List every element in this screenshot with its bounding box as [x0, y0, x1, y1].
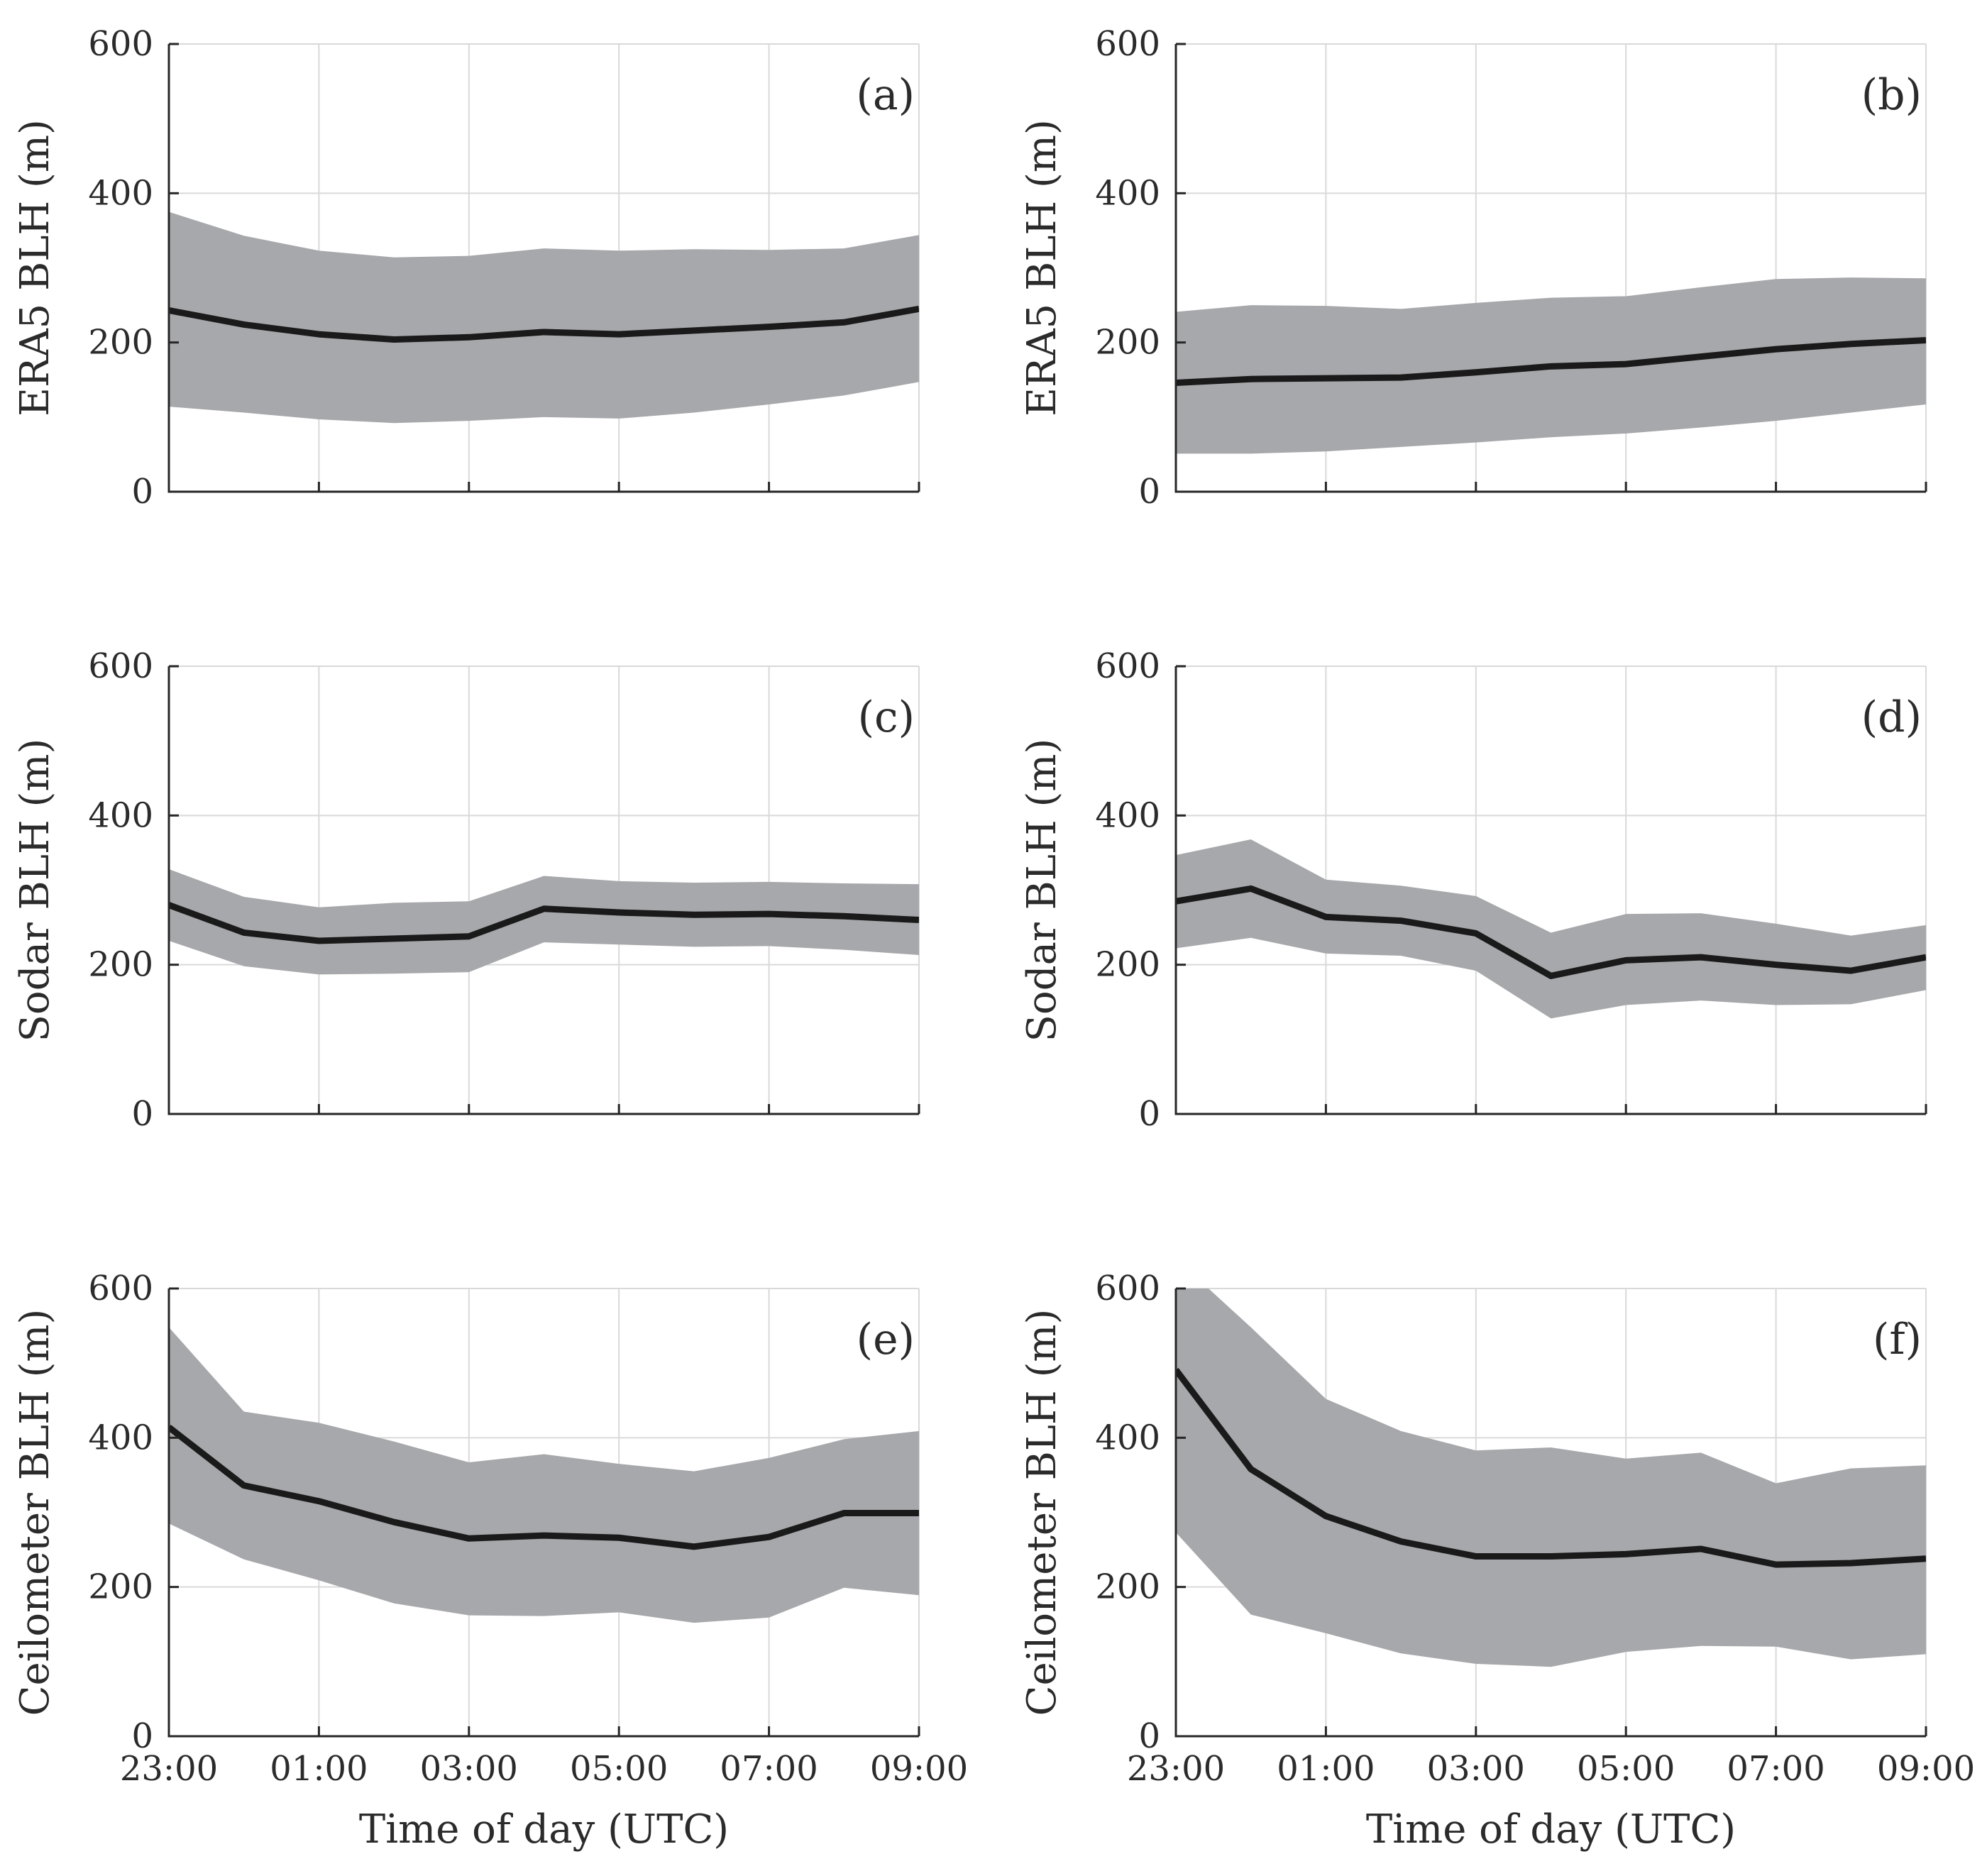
y-axis-label: ERA5 BLH (m)	[1019, 119, 1065, 416]
panel-label: (f)	[1873, 1315, 1922, 1364]
x-axis-label: Time of day (UTC)	[1366, 1806, 1736, 1853]
mean-line	[169, 305, 919, 343]
x-tick-label: 07:00	[720, 1749, 818, 1789]
y-tick-label: 200	[88, 323, 153, 363]
y-tick-label: 200	[88, 1567, 153, 1607]
spread-band	[169, 869, 919, 975]
y-tick-label: 400	[88, 1418, 153, 1457]
x-tick-label: 23:00	[120, 1749, 218, 1789]
y-tick-label: 400	[1095, 1418, 1160, 1457]
y-tick-label: 600	[1095, 1269, 1160, 1308]
spread-band	[169, 211, 919, 424]
y-tick-label: 200	[1095, 323, 1160, 363]
panel-a: 0 200 400 600 ERA5 BLH (m) (a)	[12, 24, 920, 512]
y-tick-label: 200	[1095, 945, 1160, 985]
y-axis-label: ERA5 BLH (m)	[12, 119, 58, 416]
x-tick-label: 03:00	[420, 1749, 518, 1789]
y-tick-label: 600	[1095, 646, 1160, 686]
y-tick-label: 200	[88, 945, 153, 985]
y-tick-label: 0	[1138, 1094, 1160, 1134]
panel-label: (e)	[857, 1315, 915, 1364]
y-tick-label: 400	[1095, 795, 1160, 835]
y-tick-label: 0	[131, 1716, 153, 1756]
mean-line	[169, 1425, 919, 1550]
y-tick-label: 600	[88, 24, 153, 64]
x-tick-label: 03:00	[1427, 1749, 1525, 1789]
panel-label: (d)	[1861, 693, 1922, 742]
x-tick-label: 05:00	[570, 1749, 668, 1789]
mean-line	[1176, 1367, 1926, 1568]
x-tick-label: 05:00	[1577, 1749, 1675, 1789]
y-tick-label: 0	[1138, 1716, 1160, 1756]
panel-b: 0 200 400 600 ERA5 BLH (m) (b)	[1019, 24, 1927, 512]
spread-band	[169, 1327, 919, 1623]
y-tick-label: 0	[131, 1094, 153, 1134]
panel-label: (c)	[858, 693, 915, 742]
y-tick-label: 400	[88, 795, 153, 835]
x-tick-label: 01:00	[270, 1749, 368, 1789]
panel-label: (b)	[1861, 70, 1922, 120]
y-tick-label: 600	[1095, 24, 1160, 64]
y-tick-label: 400	[1095, 173, 1160, 213]
x-tick-label: 01:00	[1277, 1749, 1375, 1789]
mean-line	[1176, 337, 1926, 386]
x-axis-label: Time of day (UTC)	[359, 1806, 729, 1853]
mean-line	[169, 902, 919, 944]
y-tick-label: 0	[131, 472, 153, 512]
spread-band	[1176, 839, 1926, 1019]
panel-d: 0 200 400 600 Sodar BLH (m) (d)	[1019, 646, 1927, 1134]
x-tick-label: 23:00	[1127, 1749, 1225, 1789]
panel-f: 0 200 400 600 23:00 01:00 03:00 05:00 07:00 09:00…	[1019, 1269, 1975, 1853]
y-tick-label: 200	[1095, 1567, 1160, 1607]
y-axis-label: Ceilometer BLH (m)	[12, 1309, 58, 1716]
panel-c: 0 200 400 600 Sodar BLH (m) (c)	[12, 646, 920, 1134]
x-tick-label: 09:00	[870, 1749, 968, 1789]
x-tick-label: 07:00	[1727, 1749, 1824, 1789]
y-axis-label: Sodar BLH (m)	[1019, 739, 1065, 1042]
panel-label: (a)	[856, 70, 915, 120]
mean-line	[1176, 885, 1926, 979]
y-axis-label: Sodar BLH (m)	[12, 739, 58, 1042]
spread-band	[1176, 1289, 1926, 1667]
y-tick-label: 400	[88, 173, 153, 213]
y-tick-label: 600	[88, 646, 153, 686]
y-tick-label: 0	[1138, 472, 1160, 512]
x-tick-label: 09:00	[1877, 1749, 1975, 1789]
y-axis-label: Ceilometer BLH (m)	[1019, 1309, 1065, 1716]
y-tick-label: 600	[88, 1269, 153, 1308]
panel-e: 0 200 400 600 23:00 01:00 03:00 05:00 07:00 09:00…	[12, 1269, 968, 1853]
